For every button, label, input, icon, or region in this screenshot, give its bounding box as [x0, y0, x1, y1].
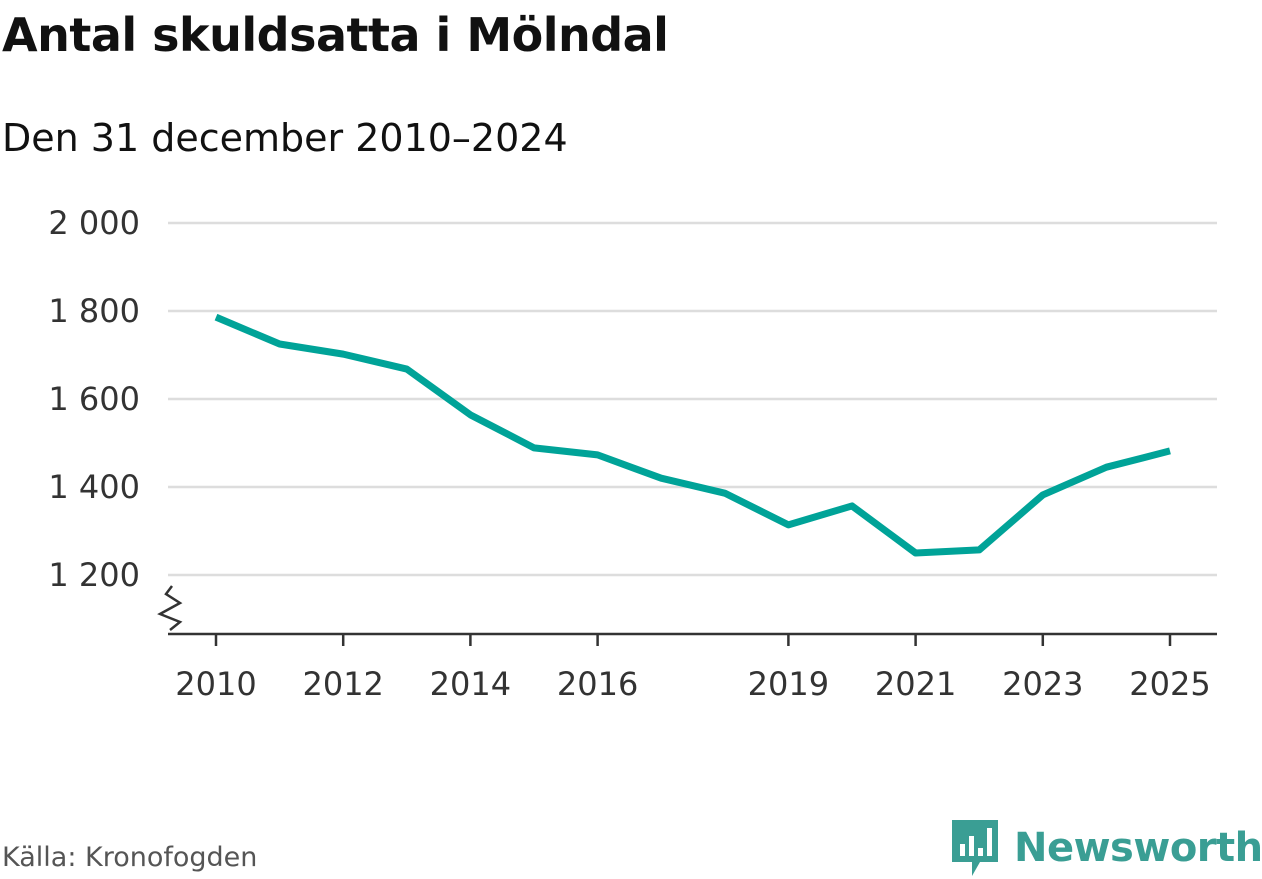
newsworthy-logo: Newsworthy: [950, 818, 1262, 878]
logo-text: Newsworthy: [1014, 825, 1262, 871]
x-tick-label: 2012: [302, 665, 383, 703]
y-tick-label: 2 000: [48, 204, 140, 242]
axis-break-icon: [157, 585, 183, 631]
x-tick-label: 2025: [1129, 665, 1210, 703]
y-tick-label: 1 200: [48, 556, 140, 594]
x-tick-label: 2021: [875, 665, 956, 703]
chart-title: Antal skuldsatta i Mölndal: [2, 8, 669, 62]
y-tick-label: 1 800: [48, 292, 140, 330]
x-tick-label: 2010: [175, 665, 256, 703]
y-tick-label: 1 400: [48, 468, 140, 506]
x-tick-label: 2023: [1002, 665, 1083, 703]
series-line: [214, 313, 1171, 557]
x-tick-label: 2014: [430, 665, 511, 703]
newsworthy-logo-icon: [952, 820, 998, 876]
chart-subtitle: Den 31 december 2010–2024: [2, 116, 568, 160]
x-tick-label: 2019: [748, 665, 829, 703]
y-tick-label: 1 600: [48, 380, 140, 418]
x-tick-label: 2016: [557, 665, 638, 703]
source-note: Källa: Kronofogden: [2, 842, 258, 873]
